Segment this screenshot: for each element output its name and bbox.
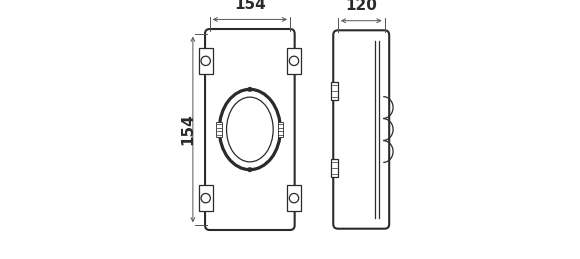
Bar bbox=[331, 82, 338, 100]
Bar bbox=[198, 48, 213, 74]
FancyBboxPatch shape bbox=[205, 29, 295, 230]
Ellipse shape bbox=[227, 97, 273, 162]
FancyBboxPatch shape bbox=[334, 30, 389, 229]
Bar bbox=[278, 122, 283, 137]
Circle shape bbox=[201, 56, 211, 66]
Text: 120: 120 bbox=[345, 0, 377, 13]
Bar bbox=[198, 185, 213, 211]
Circle shape bbox=[248, 167, 252, 172]
Circle shape bbox=[248, 87, 252, 92]
Bar bbox=[287, 185, 301, 211]
Text: 154: 154 bbox=[180, 114, 195, 145]
Circle shape bbox=[289, 56, 299, 66]
Bar bbox=[216, 122, 222, 137]
Text: 154: 154 bbox=[234, 0, 266, 12]
Bar bbox=[331, 159, 338, 177]
Circle shape bbox=[289, 193, 299, 203]
Circle shape bbox=[201, 193, 211, 203]
Bar bbox=[287, 48, 301, 74]
Ellipse shape bbox=[219, 89, 280, 170]
